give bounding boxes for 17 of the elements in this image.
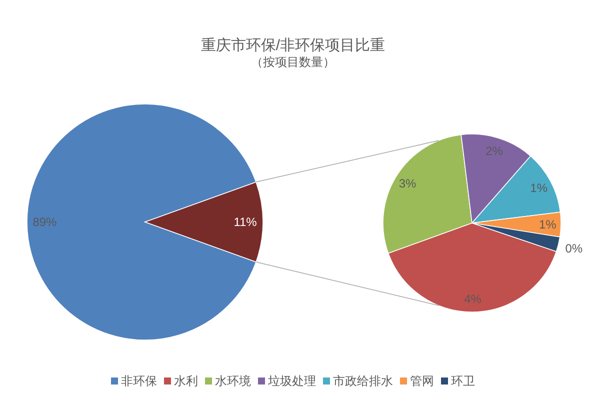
- data-label: 89%: [32, 215, 58, 230]
- legend-label: 非环保: [121, 374, 157, 388]
- text: （按项目数量）: [251, 55, 335, 69]
- legend-label: 环卫: [451, 374, 475, 388]
- legend-label: 管网: [410, 374, 434, 388]
- legend-label: 水利: [174, 374, 198, 388]
- text: 重庆市环保/非环保项目比重: [200, 37, 386, 54]
- data-label: 11%: [234, 215, 258, 230]
- data-label: 2%: [486, 144, 504, 158]
- legend-label: 水环境: [215, 374, 251, 388]
- data-label: 1%: [530, 180, 548, 195]
- data-label: 3%: [398, 176, 417, 191]
- data-label: 4%: [464, 292, 482, 306]
- legend-label: 垃圾处理: [267, 374, 316, 388]
- data-label: 0%: [565, 241, 583, 256]
- legend-label: 市政给排水: [333, 374, 393, 388]
- data-label: 1%: [538, 218, 557, 232]
